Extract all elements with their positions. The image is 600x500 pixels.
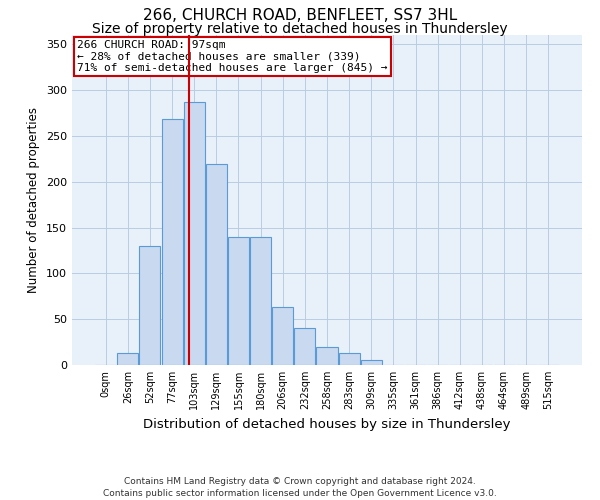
Y-axis label: Number of detached properties: Number of detached properties [28, 107, 40, 293]
Bar [184, 102, 205, 365]
Bar [118, 353, 139, 365]
Text: 266 CHURCH ROAD: 97sqm
← 28% of detached houses are smaller (339)
71% of semi-de: 266 CHURCH ROAD: 97sqm ← 28% of detached… [77, 40, 388, 73]
Text: Size of property relative to detached houses in Thundersley: Size of property relative to detached ho… [92, 22, 508, 36]
Text: 266, CHURCH ROAD, BENFLEET, SS7 3HL: 266, CHURCH ROAD, BENFLEET, SS7 3HL [143, 8, 457, 22]
Bar [206, 164, 227, 365]
Bar [161, 120, 182, 365]
Bar [295, 328, 316, 365]
Bar [139, 246, 160, 365]
Bar [338, 353, 359, 365]
X-axis label: Distribution of detached houses by size in Thundersley: Distribution of detached houses by size … [143, 418, 511, 430]
Text: Contains HM Land Registry data © Crown copyright and database right 2024.
Contai: Contains HM Land Registry data © Crown c… [103, 476, 497, 498]
Bar [250, 236, 271, 365]
Bar [316, 346, 338, 365]
Bar [228, 236, 249, 365]
Bar [272, 307, 293, 365]
Bar [361, 360, 382, 365]
